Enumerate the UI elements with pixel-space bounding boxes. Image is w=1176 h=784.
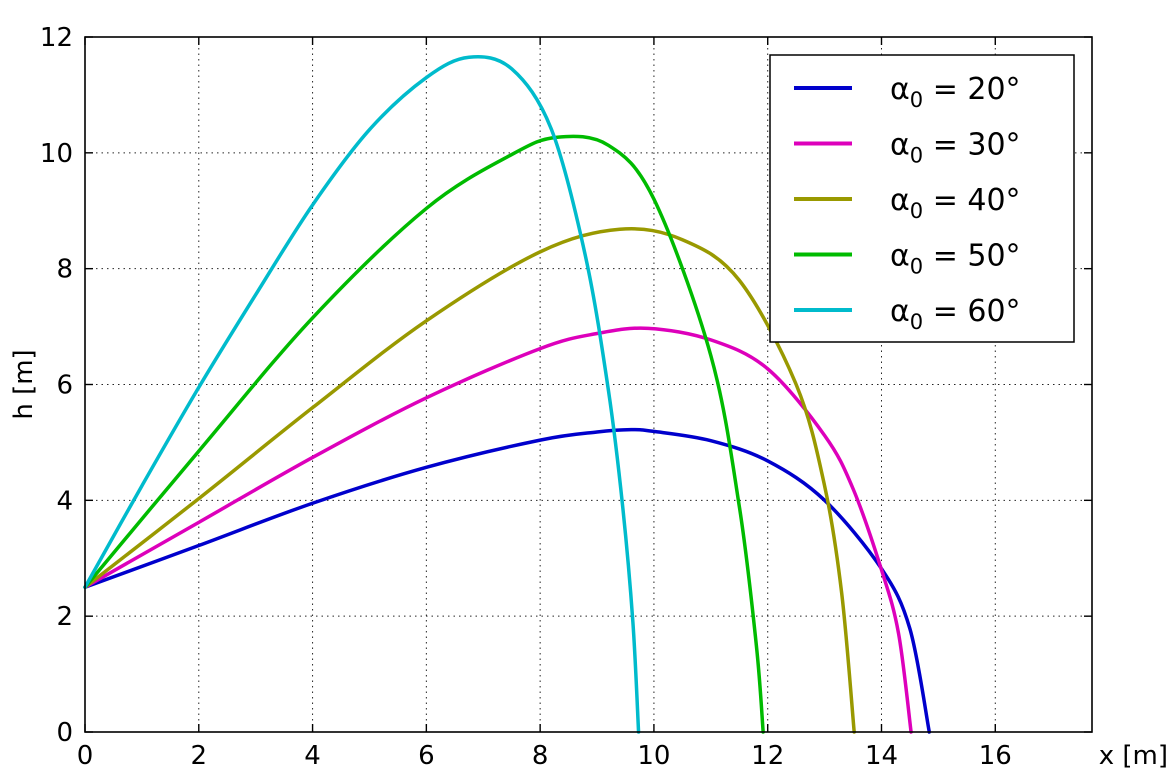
x-tick-label: 6 bbox=[418, 741, 435, 771]
legend-label-symbol: α bbox=[890, 183, 910, 218]
legend-label-text: = 60° bbox=[923, 294, 1020, 329]
x-tick-label: 4 bbox=[304, 741, 321, 771]
grid bbox=[85, 37, 1092, 732]
x-tick-label: 14 bbox=[865, 741, 898, 771]
legend-label-subscript: 0 bbox=[910, 199, 923, 223]
y-tick-label: 8 bbox=[56, 255, 73, 285]
x-tick-label: 0 bbox=[77, 741, 94, 771]
legend-label-2: α0 = 30° bbox=[890, 128, 1021, 168]
legend-label-text: = 20° bbox=[923, 72, 1020, 107]
legend-label-text: = 40° bbox=[923, 183, 1020, 218]
legend-label-text: = 30° bbox=[923, 128, 1020, 163]
legend-label-subscript: 0 bbox=[910, 144, 923, 168]
legend-label-3: α0 = 40° bbox=[890, 183, 1021, 223]
series-line-4 bbox=[83, 134, 765, 734]
legend: α0 = 20°α0 = 30°α0 = 40°α0 = 50°α0 = 60° bbox=[769, 54, 1075, 343]
y-tick-label: 2 bbox=[56, 602, 73, 632]
legend-label-subscript: 0 bbox=[910, 310, 923, 334]
legend-label-symbol: α bbox=[890, 128, 910, 163]
x-axis-label: x [m] bbox=[1099, 741, 1168, 771]
axis-labels: x [m] h [m] bbox=[9, 349, 1168, 771]
x-tick-label: 2 bbox=[191, 741, 208, 771]
legend-label-text: = 50° bbox=[923, 239, 1020, 274]
x-tick-label: 16 bbox=[979, 741, 1012, 771]
legend-label-subscript: 0 bbox=[910, 255, 923, 279]
y-axis-label: h [m] bbox=[9, 349, 39, 419]
legend-label-5: α0 = 60° bbox=[890, 294, 1021, 334]
series-line-3 bbox=[83, 227, 856, 734]
series-lines bbox=[83, 55, 932, 734]
x-tick-label: 8 bbox=[532, 741, 549, 771]
x-tick-label: 12 bbox=[751, 741, 784, 771]
y-tick-label: 4 bbox=[56, 486, 73, 516]
series-line-5 bbox=[83, 55, 641, 734]
y-tick-label: 12 bbox=[40, 23, 73, 53]
x-tick-label: 10 bbox=[637, 741, 670, 771]
y-tick-label: 0 bbox=[56, 718, 73, 748]
y-tick-label: 6 bbox=[56, 371, 73, 401]
y-tick-label: 10 bbox=[40, 139, 73, 169]
legend-label-1: α0 = 20° bbox=[890, 72, 1021, 112]
axis-ticks: 0 2 4 6 8 10 12 14 16 0 2 4 6 8 10 12 bbox=[40, 23, 1092, 771]
series-line-2 bbox=[83, 326, 913, 734]
legend-label-subscript: 0 bbox=[910, 88, 923, 112]
legend-label-symbol: α bbox=[890, 72, 910, 107]
legend-label-4: α0 = 50° bbox=[890, 239, 1021, 279]
legend-label-symbol: α bbox=[890, 294, 910, 329]
legend-label-symbol: α bbox=[890, 239, 910, 274]
